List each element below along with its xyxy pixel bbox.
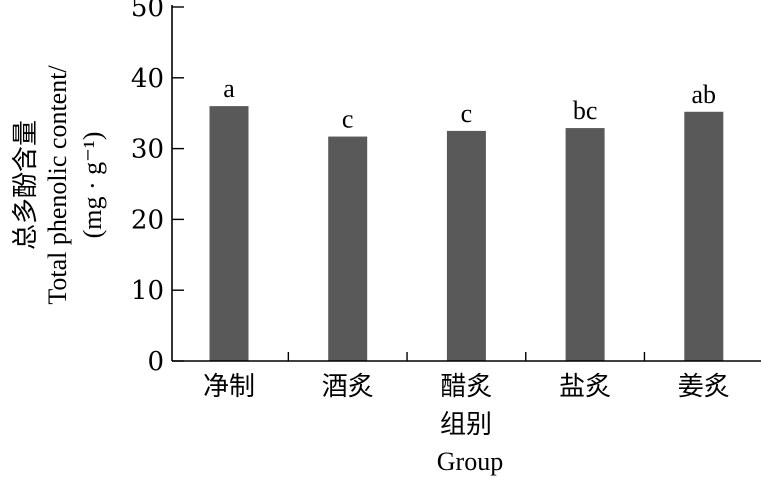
x-axis-ticks xyxy=(287,352,646,361)
y-axis-title-chinese: 总多酚含量 xyxy=(11,120,41,250)
x-category-label: 酒炙 xyxy=(322,372,374,402)
x-category-label: 净制 xyxy=(203,372,255,402)
significance-letter: ab xyxy=(692,80,717,109)
y-axis-title: 总多酚含量 Total phenolic content/ (mg · g⁻¹) xyxy=(11,65,107,305)
y-tick-label: 10 xyxy=(131,276,164,306)
y-tick-label: 40 xyxy=(131,64,164,94)
significance-letter: a xyxy=(223,74,235,103)
x-category-label: 姜炙 xyxy=(678,372,730,402)
y-tick-label: 20 xyxy=(131,205,164,235)
x-axis-title-chinese: 组别 xyxy=(440,410,492,440)
y-axis-unit: (mg · g⁻¹) xyxy=(78,132,107,239)
y-tick-label: 30 xyxy=(131,135,164,165)
y-tick-label: 0 xyxy=(147,347,164,377)
bar xyxy=(446,130,486,361)
bar xyxy=(565,128,605,361)
y-axis-ticks: 0 10 20 30 40 50 xyxy=(131,0,184,377)
significance-letter: c xyxy=(342,105,354,134)
bar xyxy=(684,111,724,361)
y-axis-title-english: Total phenolic content/ xyxy=(43,65,72,305)
bar xyxy=(328,136,368,361)
bar xyxy=(209,106,249,362)
x-axis-category-labels: 净制 酒炙 醋炙 盐炙 姜炙 xyxy=(203,372,730,402)
bars-group xyxy=(209,106,724,362)
y-tick-label: 50 xyxy=(131,0,164,23)
x-axis-title-english: Group xyxy=(437,447,503,476)
x-category-label: 盐炙 xyxy=(559,372,611,402)
x-category-label: 醋炙 xyxy=(440,372,492,402)
significance-letter: bc xyxy=(573,96,598,125)
significance-letter: c xyxy=(461,99,473,128)
significance-labels: a c c bc ab xyxy=(223,74,716,133)
